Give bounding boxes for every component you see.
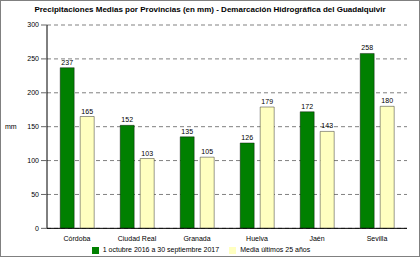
- html-text:Precipitaciones Medias por Pro: Precipitaciones Medias por Provincias (e…: [34, 5, 386, 14]
- svg-text:Ciudad Real: Ciudad Real: [118, 235, 157, 242]
- svg-text:179: 179: [261, 98, 273, 105]
- svg-text:165: 165: [81, 108, 93, 115]
- svg-text:50: 50: [31, 191, 39, 198]
- svg-text:0: 0: [35, 225, 39, 232]
- svg-text:100: 100: [27, 157, 39, 164]
- svg-text:152: 152: [121, 116, 133, 123]
- svg-text:Córdoba: Córdoba: [64, 235, 91, 242]
- svg-text:250: 250: [27, 55, 39, 62]
- svg-text:143: 143: [321, 122, 333, 129]
- svg-text:258: 258: [361, 44, 373, 51]
- svg-text:150: 150: [27, 123, 39, 130]
- svg-text:Sevilla: Sevilla: [367, 235, 388, 242]
- svg-text:180: 180: [381, 97, 393, 104]
- html-text:Media últimos 25 años: Media últimos 25 años: [240, 246, 311, 254]
- svg-text:Jaén: Jaén: [309, 235, 324, 242]
- svg-text:Granada: Granada: [183, 235, 210, 242]
- html-text:1 octubre 2016 a 30 septiembre: 1 octubre 2016 a 30 septiembre 2017: [102, 246, 220, 254]
- svg-text:300: 300: [27, 21, 39, 28]
- svg-text:103: 103: [141, 150, 153, 157]
- svg-text:Huelva: Huelva: [246, 235, 268, 242]
- svg-text:172: 172: [301, 103, 313, 110]
- svg-text:135: 135: [181, 128, 193, 135]
- svg-text:200: 200: [27, 89, 39, 96]
- svg-text:237: 237: [61, 59, 73, 66]
- svg-text:105: 105: [201, 148, 213, 155]
- svg-text:126: 126: [241, 134, 253, 141]
- svg-text:mm: mm: [8, 123, 17, 130]
